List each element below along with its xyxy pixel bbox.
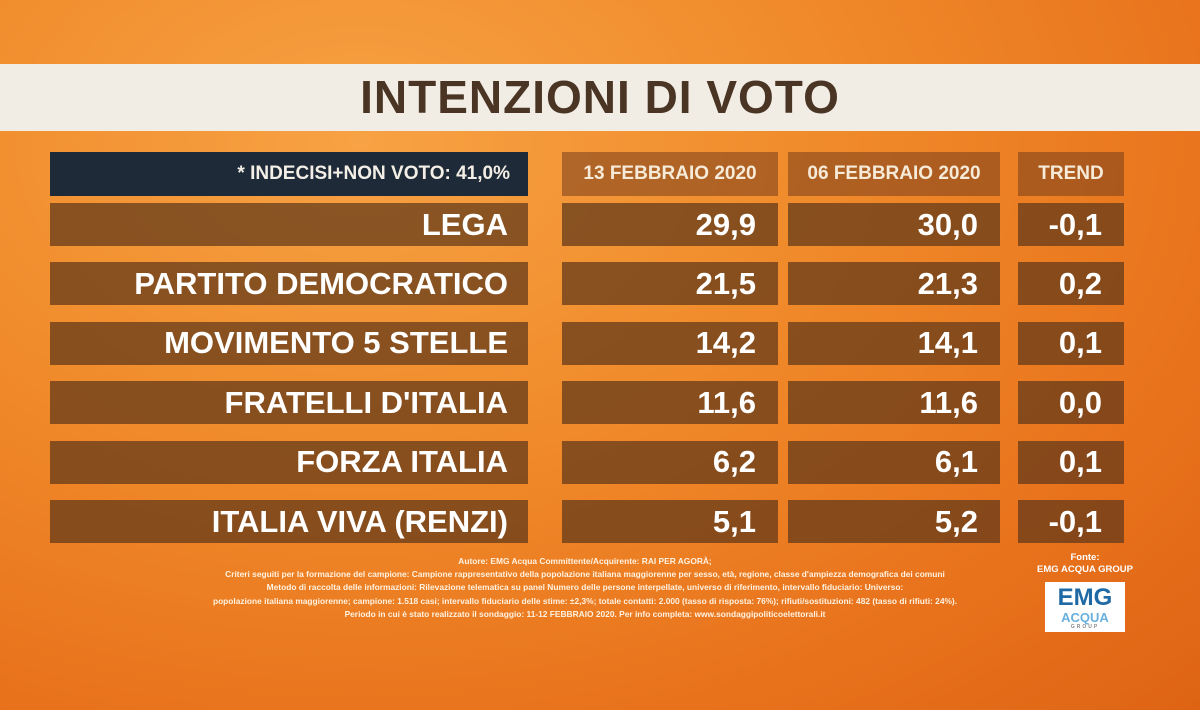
value-cell: 0,2 <box>1018 262 1124 306</box>
party-name: LEGA <box>50 203 528 246</box>
value-cell: 29,9 <box>562 203 778 246</box>
title: INTENZIONI DI VOTO <box>360 71 840 123</box>
logo-word: GROUP <box>1070 624 1100 630</box>
logo-word: ACQUA <box>1061 610 1109 625</box>
party-name: FORZA ITALIA <box>50 440 528 484</box>
footer-line: Autore: EMG Acqua Committente/Acquirente… <box>458 556 712 566</box>
value-cell: 21,5 <box>562 262 778 306</box>
value-cell: 14,1 <box>788 321 1000 365</box>
column-header: 06 FEBBRAIO 2020 <box>788 152 1000 196</box>
footer-line: Metodo di raccolta delle informazioni: R… <box>266 582 904 593</box>
value-cell: 6,2 <box>562 440 778 484</box>
value-cell: 0,1 <box>1018 440 1124 484</box>
value-cell: 21,3 <box>788 262 1000 306</box>
value-cell: 11,6 <box>788 381 1000 425</box>
party-name: MOVIMENTO 5 STELLE <box>50 321 528 365</box>
value-cell: -0,1 <box>1018 500 1124 543</box>
footer-line: popolazione italiana maggiorenne; campio… <box>212 595 958 606</box>
value-cell: -0,1 <box>1018 203 1124 246</box>
value-cell: 6,1 <box>788 440 1000 484</box>
footer-line: Periodo in cui è stato realizzato il son… <box>344 608 826 619</box>
note: * INDECISI+NON VOTO: 41,0% <box>50 152 528 196</box>
source-label: Fonte: <box>1070 552 1100 563</box>
column-header: 13 FEBBRAIO 2020 <box>562 152 778 196</box>
logo <box>1045 582 1125 632</box>
value-cell: 14,2 <box>562 321 778 365</box>
title-bar <box>0 64 1200 131</box>
logo-word: EMG <box>1057 584 1113 611</box>
party-name: FRATELLI D'ITALIA <box>50 381 528 425</box>
party-name: ITALIA VIVA (RENZI) <box>50 500 528 543</box>
source-name: EMG ACQUA GROUP <box>1037 564 1133 575</box>
value-cell: 0,1 <box>1018 321 1124 365</box>
value-cell: 30,0 <box>788 203 1000 246</box>
party-name: PARTITO DEMOCRATICO <box>50 262 528 306</box>
value-cell: 0,0 <box>1018 381 1124 425</box>
column-header: TREND <box>1018 152 1124 196</box>
value-cell: 11,6 <box>562 381 778 425</box>
value-cell: 5,2 <box>788 500 1000 543</box>
footer-line: Criteri seguiti per la formazione del ca… <box>225 569 945 580</box>
value-cell: 5,1 <box>562 500 778 543</box>
